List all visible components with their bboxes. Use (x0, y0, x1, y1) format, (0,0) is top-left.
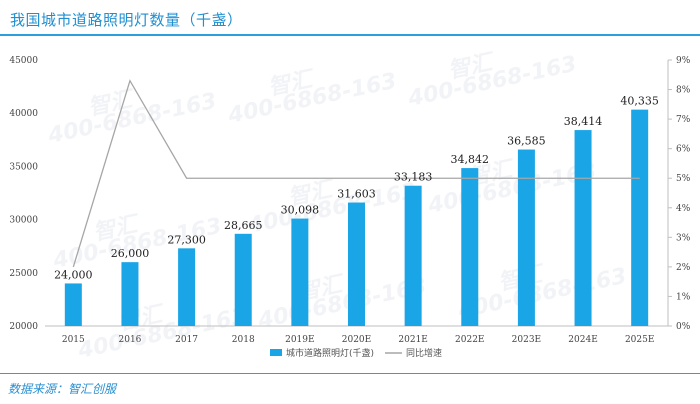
bar-data-label: 40,335 (620, 95, 659, 108)
x-axis-tick-label: 2019E (285, 335, 314, 345)
right-axis-tick-label: 0% (676, 322, 691, 332)
bar-data-label: 36,585 (507, 135, 546, 148)
bar-data-label: 24,000 (54, 268, 93, 281)
bar-data-label: 28,665 (224, 219, 263, 232)
right-axis-tick-label: 8% (676, 86, 691, 96)
x-axis-tick-label: 2017 (175, 335, 198, 345)
x-axis-tick-label: 2018 (232, 335, 255, 345)
watermark-phone: 400-6868-163 (225, 69, 399, 129)
bar-data-label: 26,000 (111, 247, 150, 260)
left-axis-tick-label: 40000 (9, 109, 38, 119)
bar-data-label: 33,183 (394, 171, 433, 184)
x-axis-tick-label: 2023E (512, 335, 541, 345)
left-axis-tick-label: 45000 (9, 56, 38, 66)
legend-bar-label: 城市道路照明灯(千盏) (286, 347, 374, 359)
right-axis-tick-label: 5% (676, 174, 691, 184)
watermark-phone: 400-6868-163 (405, 52, 579, 112)
left-axis-tick-label: 20000 (9, 322, 38, 332)
watermark-phone: 400-6868-163 (255, 274, 429, 334)
data-source: 数据来源：智汇创服 (8, 382, 117, 396)
x-axis-tick-label: 2020E (342, 335, 371, 345)
bar (517, 149, 535, 326)
growth-line-series (72, 79, 640, 268)
bar (631, 109, 649, 327)
bar-data-label: 30,098 (281, 204, 320, 217)
watermark-phone: 400-6868-163 (425, 159, 599, 219)
x-axis-tick-label: 2016 (119, 335, 142, 345)
chart-canvas: 智汇400-6868-163智汇400-6868-163智汇400-6868-1… (9, 48, 690, 364)
bar-data-label: 38,414 (564, 115, 603, 128)
bar (461, 168, 479, 326)
bar (178, 248, 196, 326)
x-axis-tick-label: 2021E (398, 335, 427, 345)
right-axis-tick-label: 1% (676, 292, 691, 302)
bar (574, 130, 592, 326)
x-axis-tick-label: 2025E (625, 335, 654, 345)
right-axis-tick-label: 9% (676, 56, 691, 66)
footer-divider (0, 373, 700, 374)
title-divider (0, 34, 700, 36)
bar (404, 185, 422, 326)
watermark-phone: 400-6868-163 (245, 179, 419, 239)
x-axis-tick-label: 2024E (568, 335, 597, 345)
bar (291, 218, 309, 326)
chart-legend: 城市道路照明灯(千盏) 同比增速 (270, 347, 442, 359)
legend-line-label: 同比增速 (406, 347, 442, 359)
right-axis-tick-label: 7% (676, 115, 691, 125)
right-axis-tick-label: 4% (676, 204, 691, 214)
watermark-phone: 400-6868-163 (45, 89, 219, 149)
x-axis-tick-label: 2022E (455, 335, 484, 345)
right-axis-tick-label: 2% (676, 263, 691, 273)
chart-axes: 20000 25000 30000 35000 40000 45000 0% 1% 2% 3% 4%… (9, 56, 690, 345)
left-axis-tick-label: 30000 (9, 216, 38, 226)
bar-data-label: 27,300 (167, 233, 206, 246)
bar (348, 202, 365, 326)
x-axis-tick-label: 2015 (62, 335, 85, 345)
bar (121, 262, 139, 326)
bar-data-label: 31,603 (337, 188, 376, 201)
left-axis-tick-label: 25000 (9, 269, 38, 279)
bar-data-label: 34,842 (451, 153, 490, 166)
bar (234, 233, 252, 326)
right-axis-tick-label: 3% (676, 233, 691, 243)
bar-series (64, 109, 649, 327)
legend-bar-swatch (270, 349, 282, 356)
right-axis-tick-label: 6% (676, 145, 691, 155)
data-labels: 24,000 26,000 27,300 28,665 30,098 31,603 33,1… (54, 95, 659, 282)
chart-title: 我国城市道路照明灯数量（千盏） (10, 11, 243, 29)
bar (64, 283, 82, 326)
growth-line (72, 79, 640, 268)
watermark-phone: 400-6868-163 (455, 264, 629, 324)
watermark-phone: 400-6868-163 (75, 304, 249, 364)
left-axis-tick-label: 35000 (9, 162, 38, 172)
